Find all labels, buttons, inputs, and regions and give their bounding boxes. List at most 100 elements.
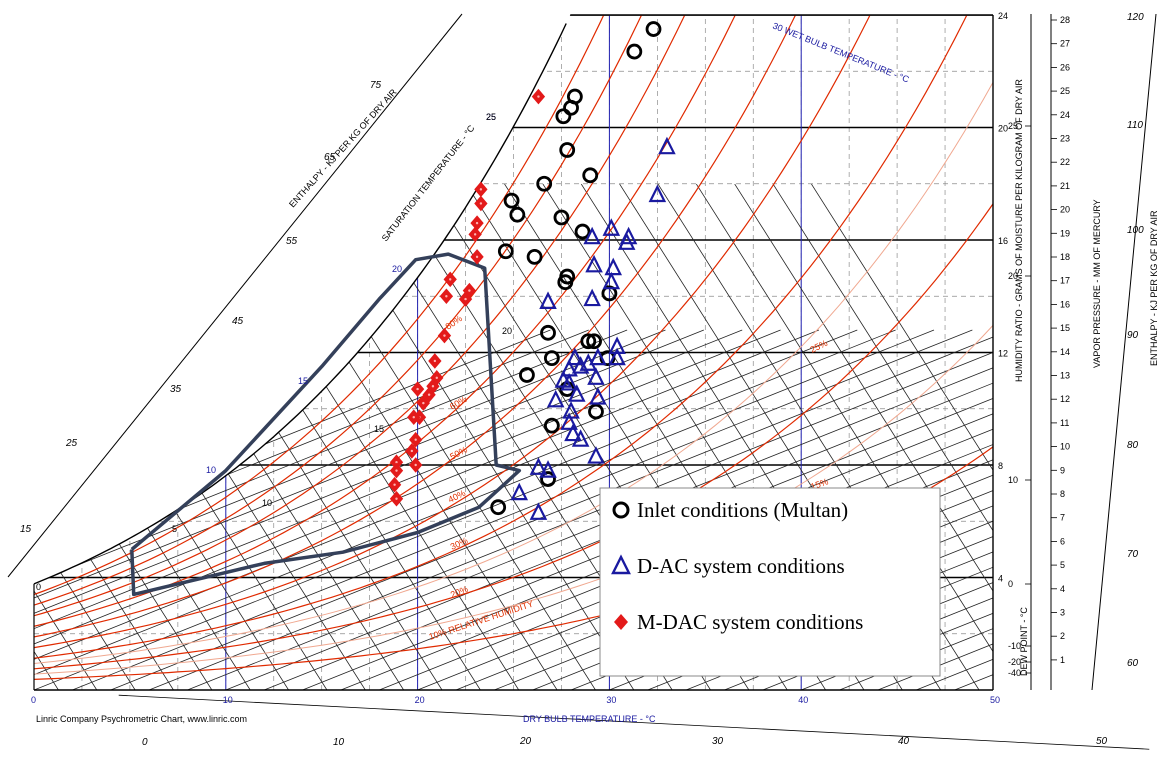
dac-point <box>579 353 598 371</box>
dac-point <box>585 254 603 273</box>
mdac-point-center <box>479 202 483 205</box>
vapor-tick: 27 <box>1060 39 1070 49</box>
x-tick-label: 0 <box>31 695 36 705</box>
inlet-point <box>540 471 556 487</box>
enthalpy-right-tick: 60 <box>1127 658 1139 669</box>
mdac-point-center <box>414 463 417 467</box>
y-tick-label: 20 <box>998 124 1008 134</box>
wet-bulb-line <box>811 183 993 690</box>
dac-point <box>587 367 605 385</box>
mdac-point-center <box>475 255 479 259</box>
enthalpy-right-tick: 100 <box>1127 225 1144 236</box>
dew-tick: -40 <box>1008 668 1021 678</box>
dac-point <box>529 502 548 520</box>
rh-label: 80% <box>444 313 465 331</box>
wet-bulb-tick: 25 <box>486 112 496 122</box>
legend-marker-diamond <box>614 614 628 630</box>
vapor-tick: 13 <box>1060 371 1070 381</box>
mdac-point-center <box>427 393 431 396</box>
inlet-point <box>601 285 618 302</box>
dac-point <box>587 446 605 464</box>
rh-curve <box>34 15 993 649</box>
enthalpy-line <box>34 329 666 690</box>
x-tick-label: 50 <box>990 695 1000 705</box>
x-tick-label: 20 <box>415 695 425 705</box>
enthalpy-right-tick: 70 <box>1127 549 1139 560</box>
rh-curve-minor <box>34 325 993 675</box>
rh-curve <box>34 15 993 596</box>
dac-point <box>583 226 601 245</box>
vapor-tick: 7 <box>1060 513 1065 523</box>
dac-point <box>608 336 626 354</box>
wet-bulb-tick: 15 <box>374 424 384 434</box>
mdac-point-center <box>410 449 414 453</box>
bottom-enthalpy-tick: 20 <box>519 736 532 747</box>
legend: Inlet conditions (Multan) D-AC system con… <box>599 487 941 677</box>
decor-layer <box>7 13 1157 750</box>
enthalpy-line <box>72 329 973 690</box>
dac-point <box>546 389 565 408</box>
vapor-tick: 24 <box>1060 110 1070 120</box>
enthalpy-left-tick: 65 <box>324 152 336 163</box>
vapor-title: VAPOR PRESSURE - MM OF MERCURY <box>1092 199 1102 368</box>
mdac-point-center <box>435 376 438 380</box>
y-tick-label: 16 <box>998 236 1008 246</box>
vapor-tick: 20 <box>1060 205 1070 215</box>
vapor-tick: 4 <box>1060 584 1065 594</box>
inlet-point <box>645 21 662 37</box>
rh-curve-minor <box>34 82 993 664</box>
vapor-tick: 2 <box>1060 631 1065 641</box>
mdac-point-center <box>395 497 398 500</box>
mdac-point-center <box>416 387 419 391</box>
wet-bulb-title: 30 WET BULB TEMPERATURE - °C <box>771 21 911 85</box>
dac-point <box>560 372 578 391</box>
enthalpy-right-tick: 110 <box>1127 120 1143 131</box>
enthalpy-line <box>34 329 704 690</box>
mdac-point-center <box>414 438 417 441</box>
mdac-point-center <box>473 233 477 236</box>
vapor-tick: 23 <box>1060 134 1070 144</box>
rh-label: 10% RELATIVE HUMIDITY <box>428 599 535 642</box>
wet-bulb-line <box>34 183 298 690</box>
y-tick-label: 8 <box>998 461 1003 471</box>
x-tick-label: 30 <box>606 695 616 705</box>
wet-bulb-line <box>34 183 222 690</box>
enthalpy-left-tick: 25 <box>65 438 78 449</box>
operating-zone-polygon <box>130 252 522 597</box>
mdac-point-center <box>431 385 435 388</box>
mdac-point-center <box>433 359 437 363</box>
mdac-point-center <box>468 289 471 292</box>
inlet-point <box>582 167 599 184</box>
saturation-title: SATURATION TEMPERATURE - °C <box>380 123 477 243</box>
inlet-point <box>540 324 556 341</box>
vapor-tick: 10 <box>1060 442 1070 452</box>
vapor-tick: 21 <box>1060 181 1070 191</box>
enthalpy-line <box>34 329 935 690</box>
legend-label: D-AC system conditions <box>637 554 845 578</box>
dac-point <box>617 232 636 250</box>
saturation-tick: 10 <box>206 465 216 475</box>
dac-point <box>602 218 621 236</box>
inlet-point <box>543 417 560 434</box>
enthalpy-line <box>839 329 993 690</box>
legend-box <box>599 487 941 677</box>
dac-point <box>583 288 601 307</box>
enthalpy-right-title: ENTHALPY - KJ PER KG OF DRY AIR <box>1149 210 1159 366</box>
enthalpy-left-title: ENTHALPY - KJ PER KG OF DRY AIR <box>287 87 399 210</box>
dew-tick: 0 <box>1008 579 1013 589</box>
inlet-point <box>553 209 570 226</box>
wet-bulb-line <box>34 183 145 690</box>
inlet-point <box>497 243 514 260</box>
y-tick-label: 4 <box>998 574 1003 584</box>
credit-text: Linric Company Psychrometric Chart, www.… <box>36 714 247 724</box>
vapor-tick: 6 <box>1060 536 1065 546</box>
enthalpy-scale-bottom <box>118 694 1150 750</box>
inlet-point <box>519 367 535 383</box>
mdac-point-center <box>464 297 467 301</box>
y-tick-label: 12 <box>998 349 1008 359</box>
vapor-tick: 5 <box>1060 560 1065 570</box>
vapor-tick: 14 <box>1060 347 1070 357</box>
dac-point <box>560 412 578 430</box>
